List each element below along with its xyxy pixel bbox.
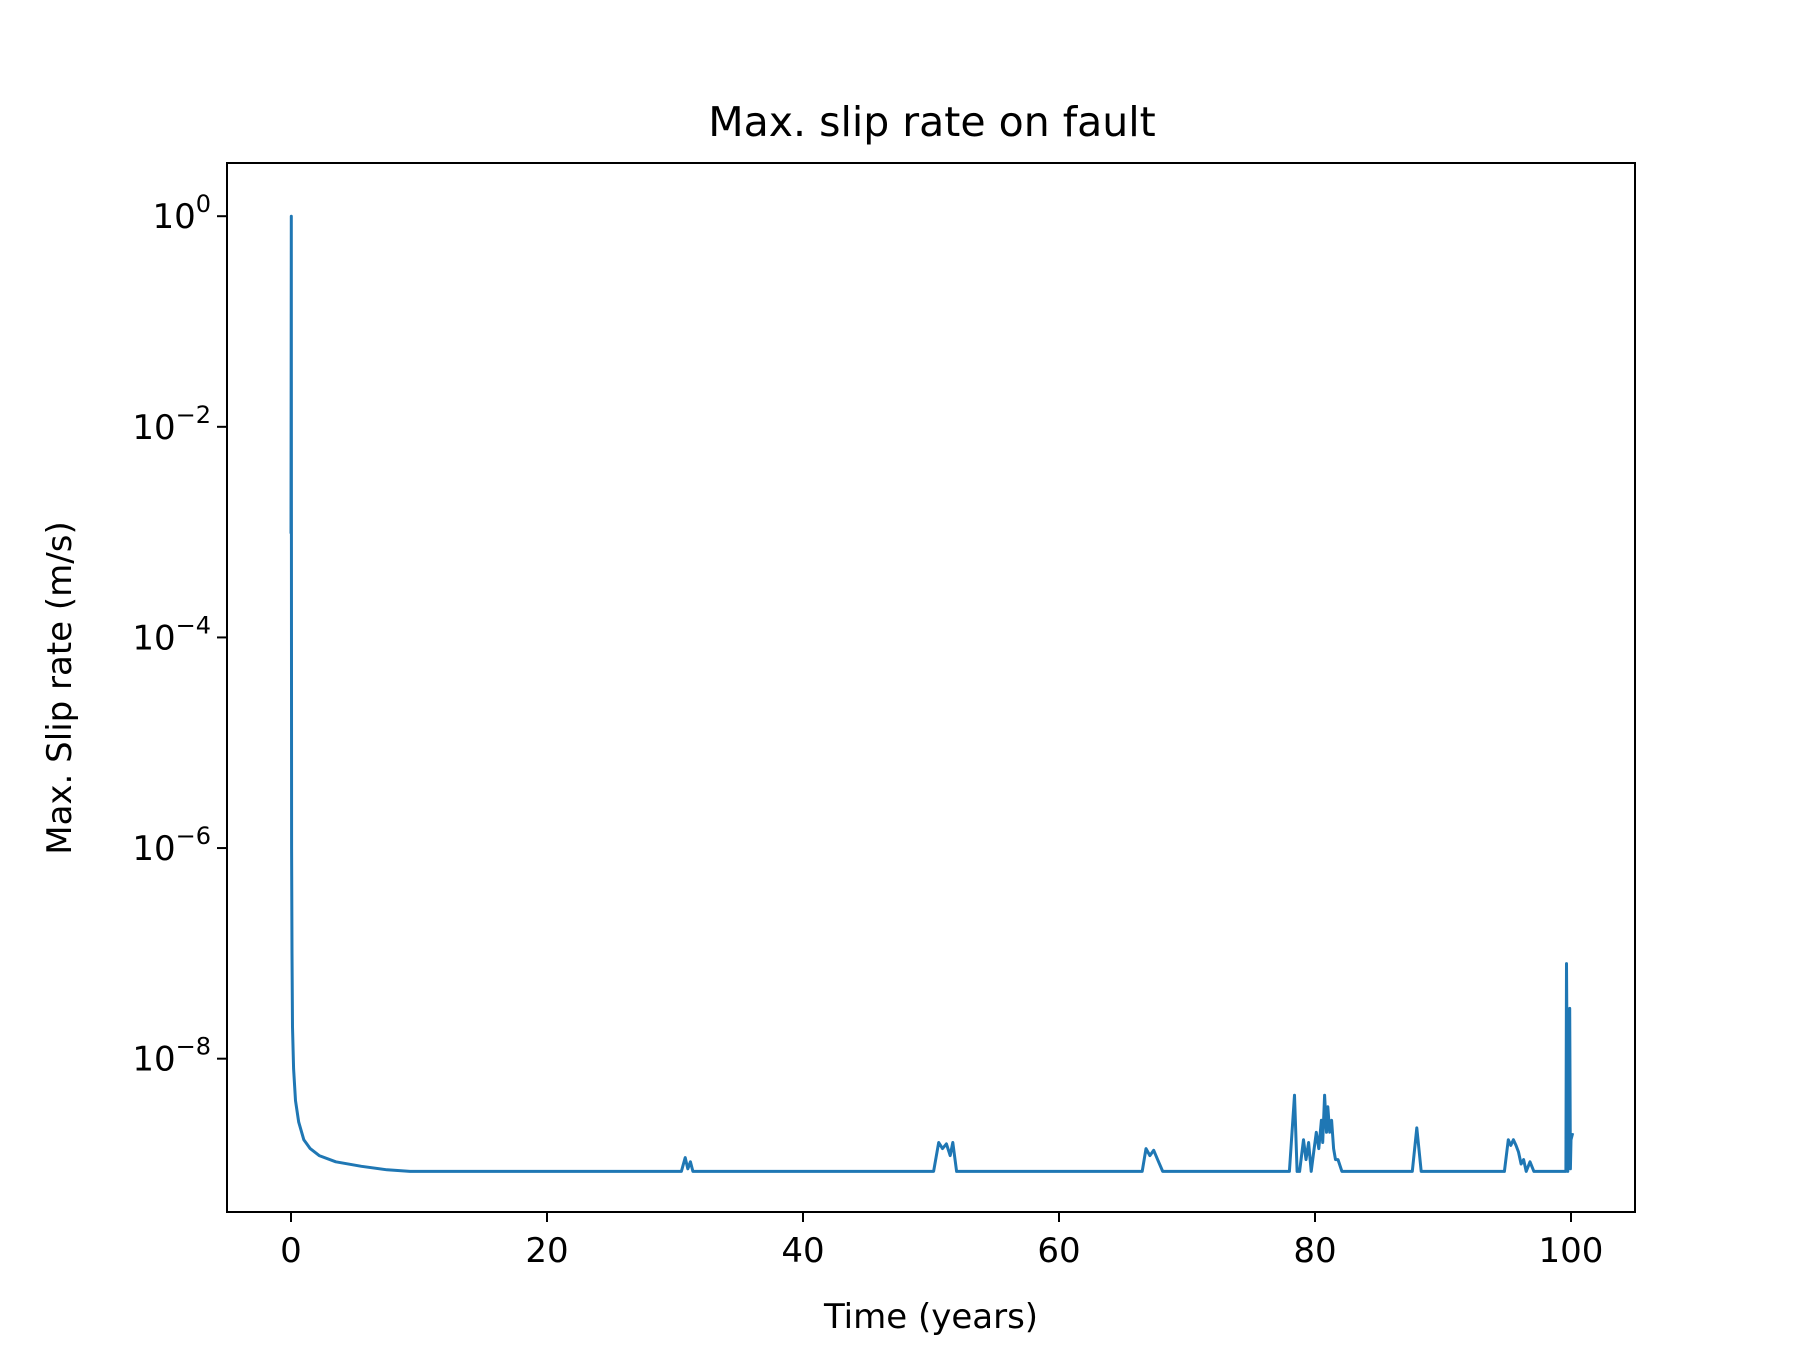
y-tick-label: 10−4: [132, 611, 211, 658]
x-tick-label: 20: [525, 1231, 568, 1271]
plot-frame: [226, 162, 1636, 1213]
x-axis-label: Time (years): [823, 1297, 1038, 1337]
y-tick-label: 10−2: [132, 401, 211, 448]
x-tick-label: 40: [781, 1231, 824, 1271]
chart-title: Max. slip rate on fault: [708, 98, 1155, 146]
x-tick-label: 0: [280, 1231, 302, 1271]
x-tick-label: 100: [1539, 1231, 1604, 1271]
series-layer: [289, 214, 1575, 1173]
x-axis-ticks: 0 20 40 60 80 100: [280, 1212, 1603, 1271]
x-tick-label: 80: [1293, 1231, 1336, 1271]
y-tick-label: 10−8: [132, 1033, 211, 1080]
y-tick-label: 10−6: [132, 822, 211, 869]
series-line: [289, 214, 1575, 1173]
y-axis-ticks: 100 10−2 10−4 10−6 10−8: [132, 190, 227, 1080]
plot-area: [226, 162, 1636, 1213]
x-tick-label: 60: [1037, 1231, 1080, 1271]
y-tick-label: 100: [152, 190, 211, 237]
y-axis-label: Max. Slip rate (m/s): [40, 521, 80, 854]
